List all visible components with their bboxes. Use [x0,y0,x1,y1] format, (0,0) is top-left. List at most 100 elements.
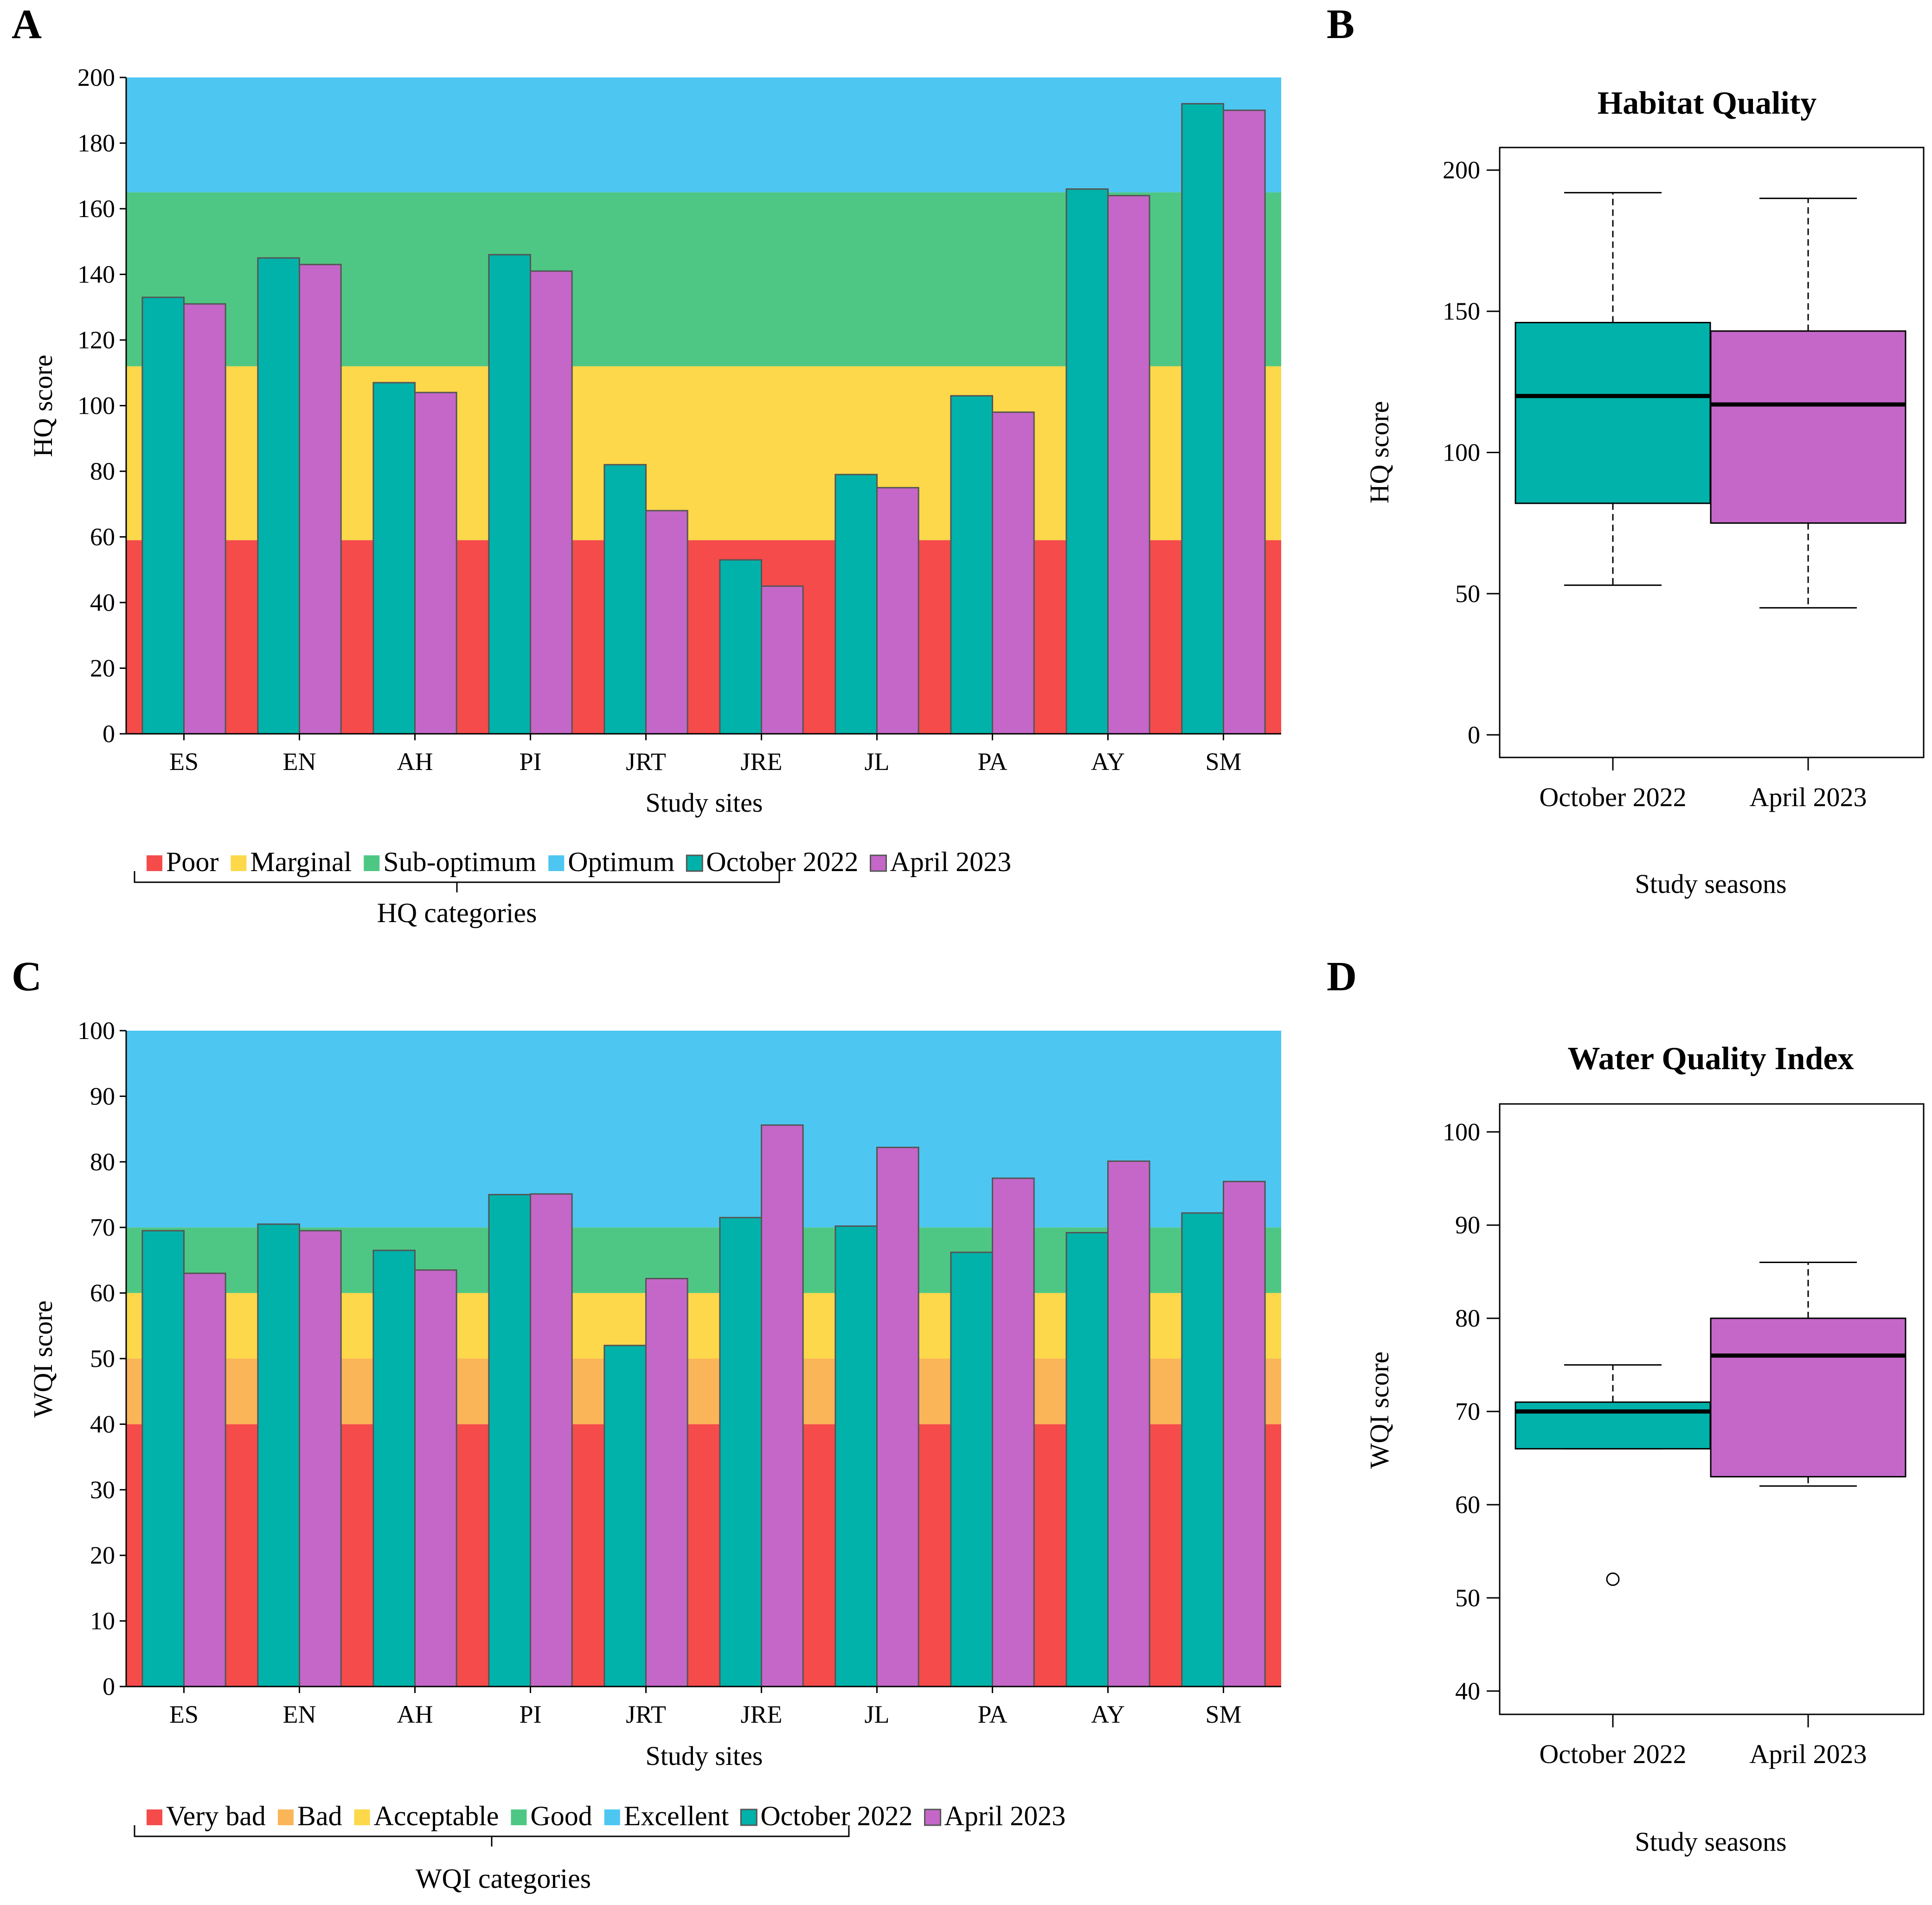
panel-a-legend-label-optimum: Optimum [568,847,674,877]
panel-b-x-axis-title: Study seasons [1635,869,1786,899]
panel-b-y-tick-label-150: 150 [1443,297,1480,325]
panel-a-legend-swatch-optimum [548,855,565,871]
panel-c-x-tick-label-jre: JRE [740,1700,782,1728]
panel-c-wqi-bar-chart: ES EN AH PI JRT JRE JL PA AY SM 0 10 20 30 40 50 60 70 80 9… [28,1017,1281,1894]
panel-a-bar-jl-october-2022 [834,474,878,735]
panel-c-bar-pa-april-2023 [992,1177,1035,1687]
panel-a-y-tick-label-100: 100 [77,392,115,420]
panel-a-legend-label-sub-optimum: Sub-optimum [383,847,536,877]
panel-d-x-tick-label-april-2023: April 2023 [1750,1739,1867,1769]
panel-a-plot-area: ES EN AH PI JRT JRE JL PA AY SM 0 20 40 60 80 100 120 140… [77,64,1281,776]
panel-a-bar-ah-april-2023 [414,391,457,735]
panel-c-y-tick-label-80: 80 [90,1148,115,1176]
panel-a-x-tick-label-sm: SM [1205,748,1241,776]
panel-d-y-tick-label-90: 90 [1455,1211,1480,1239]
panel-a-y-tick-label-180: 180 [77,129,115,157]
panel-c-legend-label-good: Good [530,1801,592,1831]
panel-a-y-tick-label-20: 20 [90,654,115,682]
panel-c-legend-swatch-good [511,1809,527,1825]
panel-c-bar-en-april-2023 [299,1230,342,1687]
panel-c-x-tick-label-jrt: JRT [626,1700,666,1728]
panel-b-iqr-box-october-2022 [1515,321,1711,504]
panel-a-y-tick-label-160: 160 [77,195,115,223]
panel-c-bar-es-october-2022 [141,1230,185,1687]
panel-a-bar-jl-april-2023 [876,487,919,735]
panel-d-x-tick-label-october-2022: October 2022 [1539,1739,1686,1769]
panel-d-y-axis-title: WQI score [1364,1352,1394,1469]
panel-d-iqr-box-april-2023 [1710,1317,1906,1478]
panel-b-y-tick-label-200: 200 [1443,156,1480,184]
panel-c-y-tick-label-30: 30 [90,1476,115,1504]
panel-a-bar-ay-april-2023 [1107,195,1150,735]
panel-c-bar-ay-october-2022 [1065,1232,1109,1687]
panel-a-legend-label-poor: Poor [166,847,218,877]
panel-a-bar-pa-april-2023 [992,411,1035,735]
panel-c-bar-es-april-2023 [183,1272,226,1687]
panel-c-band-excellent [126,1031,1281,1228]
panel-a-bar-en-april-2023 [299,263,342,735]
panel-a-x-tick-label-en: EN [283,748,316,776]
panel-a-bar-sm-april-2023 [1223,109,1266,735]
panel-b-y-axis-title: HQ score [1364,401,1394,504]
panel-c-y-tick-label-40: 40 [90,1410,115,1438]
panel-c-legend-label-very-bad: Very bad [166,1801,266,1831]
panel-c-bar-sm-october-2022 [1181,1212,1225,1687]
panel-a-legend-swatch-sub-optimum [364,855,380,871]
panel-c-legend-swatch-april-2023 [924,1809,942,1826]
panel-a-bar-pi-april-2023 [530,270,573,735]
panel-c-y-tick-label-20: 20 [90,1541,115,1569]
panel-c-bar-ah-april-2023 [414,1269,457,1687]
panel-d-plot-area: 40 50 60 70 80 90 100 October 2022 April 2023 [1443,1103,1925,1769]
panel-a-x-tick-label-jre: JRE [740,748,782,776]
panel-d-y-tick-label-100: 100 [1443,1118,1480,1146]
panel-c-legend-swatch-excellent [604,1809,620,1825]
panel-a-legend-label-october-2022: October 2022 [706,847,858,877]
panel-d-y-tick-label-40: 40 [1455,1677,1480,1705]
panel-c-y-tick-label-70: 70 [90,1213,115,1241]
panel-a-y-axis-title: HQ score [28,355,58,457]
panel-c-categories-bracket [134,1825,850,1847]
panel-c-bar-sm-april-2023 [1223,1180,1266,1687]
panel-d-title: Water Quality Index [1567,1041,1854,1077]
panel-b-title: Habitat Quality [1598,85,1817,121]
panel-a-x-tick-label-pa: PA [977,748,1007,776]
panel-c-y-tick-label-60: 60 [90,1279,115,1307]
panel-c-x-tick-label-sm: SM [1205,1700,1241,1728]
panel-c-legend-label-october-2022: October 2022 [760,1801,912,1831]
panel-c-x-tick-label-ay: AY [1091,1700,1125,1728]
panel-c-x-tick-label-jl: JL [865,1700,890,1728]
panel-c-plot-area: ES EN AH PI JRT JRE JL PA AY SM 0 10 20 30 40 50 60 70 80 9… [77,1017,1281,1728]
panel-b-x-tick-label-april-2023: April 2023 [1750,782,1867,812]
panel-c-legend-label-excellent: Excellent [624,1801,729,1831]
panel-c-x-tick-label-ah: AH [397,1700,433,1728]
panel-letter-a: A [12,1,42,47]
panel-b-y-tick-label-100: 100 [1443,439,1480,467]
panel-c-y-tick-label-50: 50 [90,1345,115,1373]
panel-d-box-october-2022 [1515,1364,1711,1586]
panel-c-bracket-label: WQI categories [416,1863,591,1894]
panel-a-bar-jre-october-2022 [719,559,762,735]
panel-a-x-tick-label-jl: JL [865,748,890,776]
panel-a-categories-bracket [134,871,780,892]
panel-d-y-tick-label-70: 70 [1455,1398,1480,1425]
panel-a-bracket-label: HQ categories [377,898,537,928]
panel-d-outlier-october-2022 [1606,1572,1620,1586]
panel-c-legend-swatch-october-2022 [740,1809,757,1826]
panel-c-y-tick-label-10: 10 [90,1607,115,1635]
panel-a-legend-swatch-october-2022 [686,854,703,872]
panel-c-x-tick-label-en: EN [283,1700,316,1728]
panel-a-legend: Poor Marginal Sub-optimum Optimum October 20… [147,847,1011,877]
panel-a-bar-sm-october-2022 [1181,103,1225,735]
panel-c-y-axis-title: WQI score [28,1301,58,1418]
panel-c-bar-jre-october-2022 [719,1217,762,1687]
panel-d-iqr-box-october-2022 [1515,1401,1711,1450]
panel-c-legend-label-bad: Bad [297,1801,342,1831]
panel-a-y-tick-label-0: 0 [103,720,115,748]
panel-c-y-tick-label-0: 0 [103,1673,115,1700]
panel-a-bar-jre-april-2023 [761,585,804,735]
panel-d-plot-frame [1499,1103,1925,1715]
panel-d-box-april-2023 [1710,1262,1906,1487]
panel-c-y-tick-label-90: 90 [90,1082,115,1110]
panel-a-x-axis-title: Study sites [646,788,763,818]
panel-letter-c: C [12,954,42,1000]
